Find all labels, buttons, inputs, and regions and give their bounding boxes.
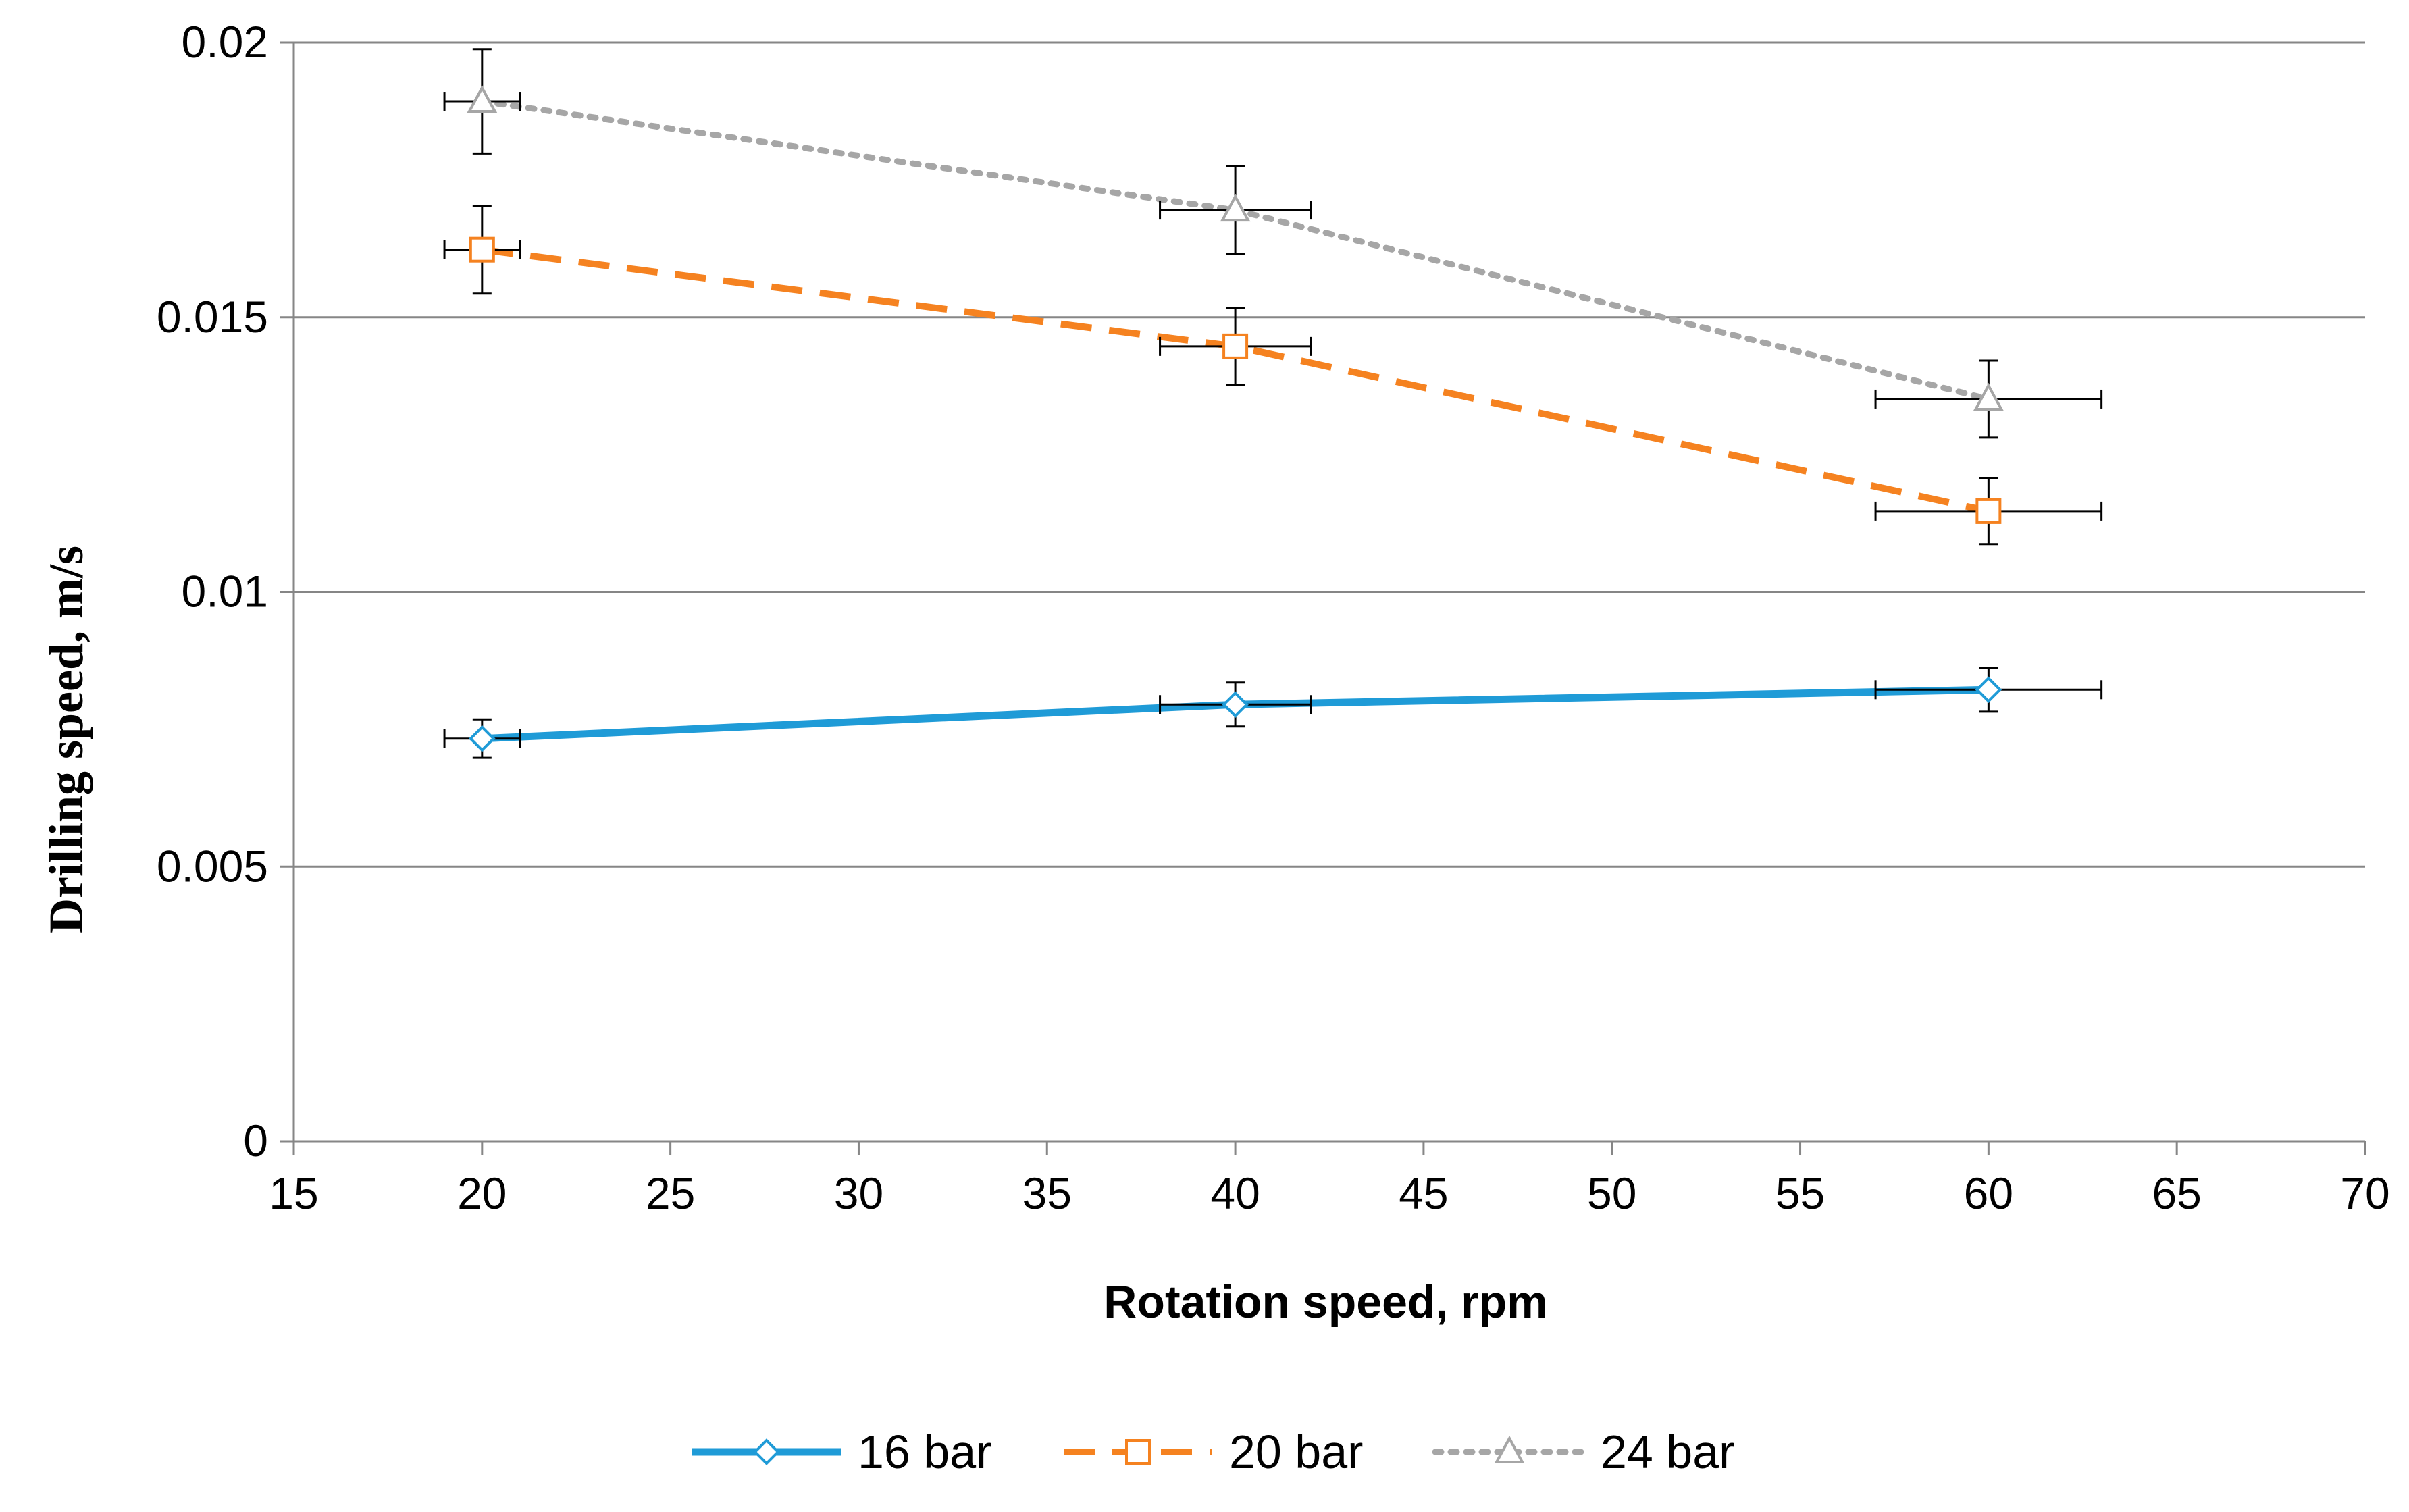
x-tick-labels: 15 20 25 30 35 40 45 50 55 60 65 70 (269, 1168, 2389, 1218)
x-tick-label: 20 (457, 1168, 507, 1218)
legend-label: 16 bar (858, 1426, 991, 1478)
y-tick-labels: 0 0.005 0.01 0.015 0.02 (157, 17, 268, 1166)
y-tick-label: 0.005 (157, 841, 268, 891)
error-bars (443, 48, 2103, 759)
x-axis-title: Rotation speed, rpm (1104, 1276, 1547, 1328)
x-tick-label: 35 (1022, 1168, 1072, 1218)
y-tick-label: 0.02 (182, 17, 268, 67)
legend: 16 bar 20 bar 24 bar (692, 1426, 1734, 1478)
data-point-marker (1222, 333, 1249, 359)
data-point-marker (1975, 498, 2002, 524)
x-tick-label: 40 (1210, 1168, 1260, 1218)
axes (280, 41, 2366, 1155)
legend-marker-3 (1494, 1435, 1525, 1463)
data-markers (467, 84, 2004, 752)
legend-label: 24 bar (1601, 1426, 1734, 1478)
x-tick-label: 30 (834, 1168, 883, 1218)
x-tick-label: 50 (1587, 1168, 1636, 1218)
y-axis-title: Drilling speed, m/s (39, 546, 93, 933)
x-tick-label: 65 (2152, 1168, 2201, 1218)
data-point-marker (469, 236, 495, 263)
data-point-marker (1220, 193, 1251, 222)
x-tick-label: 45 (1399, 1168, 1448, 1218)
x-tick-label: 60 (1964, 1168, 2013, 1218)
data-point-marker (1973, 382, 2004, 411)
x-tick-label: 25 (646, 1168, 695, 1218)
data-point-marker (1975, 676, 2002, 704)
data-point-marker (1222, 691, 1249, 719)
y-tick-label: 0.015 (157, 292, 268, 342)
legend-marker-1 (753, 1438, 780, 1465)
data-point-marker (467, 84, 498, 113)
grid-lines (294, 41, 2365, 868)
y-tick-label: 0 (243, 1116, 268, 1166)
legend-label: 20 bar (1229, 1426, 1363, 1478)
x-tick-label: 15 (269, 1168, 318, 1218)
legend-marker-2 (1125, 1439, 1151, 1465)
y-tick-label: 0.01 (182, 567, 268, 617)
x-tick-label: 70 (2340, 1168, 2389, 1218)
x-tick-label: 55 (1776, 1168, 1825, 1218)
data-point-marker (468, 725, 496, 752)
